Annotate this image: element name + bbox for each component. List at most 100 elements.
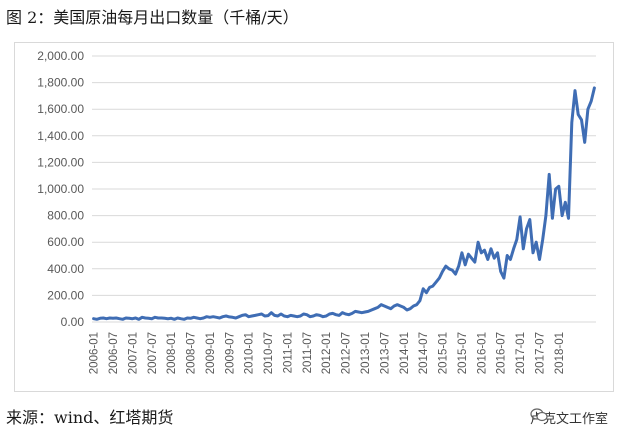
data-point [529, 219, 530, 220]
data-point [342, 312, 343, 313]
data-point [329, 313, 330, 314]
data-point [377, 307, 378, 308]
data-point [526, 228, 527, 229]
y-tick-label: 800.00 [47, 209, 84, 223]
data-point [371, 309, 372, 310]
x-tick-label: 2009-01 [205, 332, 217, 374]
data-point [125, 317, 126, 318]
data-point [481, 252, 482, 253]
data-point [112, 318, 113, 319]
figure-title: 图 2：美国原油每月出口数量（千桶/天） [6, 8, 299, 27]
chart-frame [14, 42, 614, 392]
data-point [358, 311, 359, 312]
data-point [277, 315, 278, 316]
data-point [497, 252, 498, 253]
data-point [400, 305, 401, 306]
data-point [351, 313, 352, 314]
data-point [264, 315, 265, 316]
data-point [258, 314, 259, 315]
data-point [361, 312, 362, 313]
data-point [507, 255, 508, 256]
y-tick-label: 600.00 [47, 235, 84, 249]
data-point [423, 288, 424, 289]
data-point [306, 314, 307, 315]
data-point [203, 317, 204, 318]
data-point [174, 319, 175, 320]
y-tick-label: 1,400.00 [37, 129, 84, 143]
data-point [145, 317, 146, 318]
data-point [271, 312, 272, 313]
data-point [171, 318, 172, 319]
data-point [510, 259, 511, 260]
data-point [138, 319, 139, 320]
data-point [374, 308, 375, 309]
data-point [326, 315, 327, 316]
x-tick-label: 2011-07 [302, 332, 314, 373]
watermark-text: 卢克文工作室 [529, 412, 608, 427]
data-point [316, 314, 317, 315]
data-point [213, 316, 214, 317]
data-point [287, 316, 288, 317]
data-point [238, 316, 239, 317]
data-point [309, 316, 310, 317]
data-point [161, 317, 162, 318]
y-tick-label: 1,000.00 [37, 182, 84, 196]
data-point [135, 317, 136, 318]
source-note: 来源：wind、红塔期货 [6, 408, 174, 427]
data-point [345, 313, 346, 314]
data-point [242, 315, 243, 316]
data-point [267, 315, 268, 316]
data-point [206, 316, 207, 317]
data-point [164, 318, 165, 319]
data-point [384, 305, 385, 306]
data-point [397, 304, 398, 305]
data-point [545, 215, 546, 216]
data-point [119, 318, 120, 319]
data-point [523, 248, 524, 249]
series-layer [92, 86, 596, 321]
data-point [229, 316, 230, 317]
data-point [196, 317, 197, 318]
data-point [410, 308, 411, 309]
data-point [193, 317, 194, 318]
y-tick-label: 1,800.00 [37, 76, 84, 90]
data-point [235, 317, 236, 318]
data-point [297, 316, 298, 317]
data-point [103, 317, 104, 318]
data-point [565, 202, 566, 203]
x-tick-label: 2008-01 [166, 332, 178, 374]
data-point [539, 259, 540, 260]
grid-lines [92, 55, 596, 323]
x-tick-label: 2010-07 [263, 332, 275, 374]
data-point [99, 318, 100, 319]
data-point [452, 270, 453, 271]
data-point [461, 252, 462, 253]
data-point [568, 218, 569, 219]
data-point [426, 292, 427, 293]
x-tick-label: 2013-01 [360, 332, 372, 374]
data-point [154, 317, 155, 318]
data-point [558, 186, 559, 187]
data-point [219, 317, 220, 318]
data-point [355, 311, 356, 312]
data-point [209, 317, 210, 318]
data-point [490, 248, 491, 249]
data-point [180, 318, 181, 319]
data-point [222, 316, 223, 317]
data-point [474, 262, 475, 263]
data-point [594, 87, 595, 88]
data-point [141, 317, 142, 318]
data-point [303, 313, 304, 314]
data-point [245, 314, 246, 315]
y-tick-label: 0.00 [61, 315, 85, 329]
x-tick-label: 2014-01 [399, 332, 411, 374]
data-point [96, 319, 97, 320]
data-point [248, 316, 249, 317]
x-tick-label: 2010-01 [244, 332, 256, 374]
data-point [471, 258, 472, 259]
x-tick-label: 2017-01 [515, 332, 527, 374]
data-point [387, 307, 388, 308]
x-tick-label: 2018-01 [554, 332, 566, 374]
data-point [151, 318, 152, 319]
data-point [442, 271, 443, 272]
